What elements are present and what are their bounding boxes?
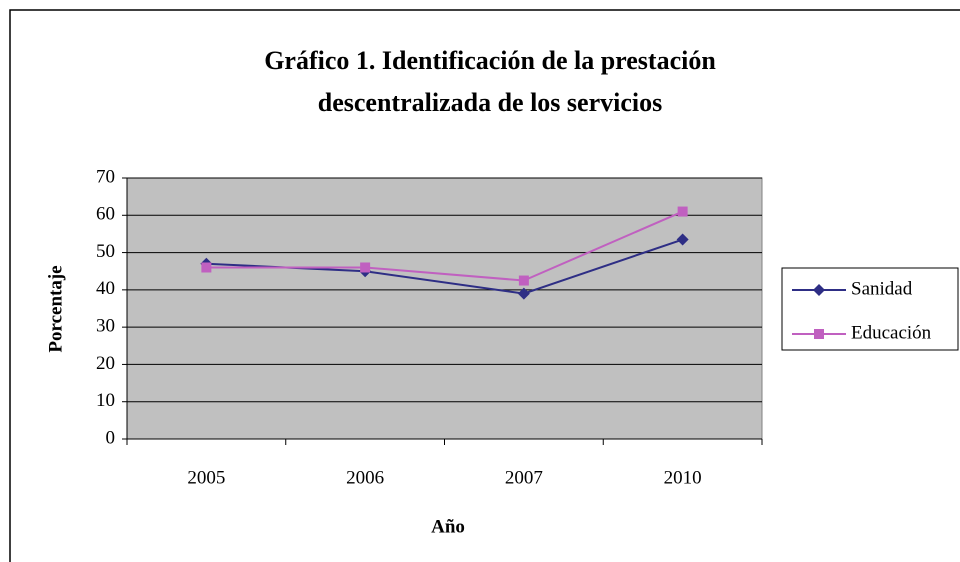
plot-area <box>126 177 763 440</box>
y-tick-label: 60 <box>96 204 115 225</box>
data-point <box>676 233 689 246</box>
legend-box <box>781 267 959 351</box>
legend-marker <box>813 284 825 296</box>
x-tick-label: 2006 <box>346 467 384 488</box>
y-tick-label: 50 <box>96 241 115 262</box>
legend-label: Sanidad <box>851 278 913 299</box>
legend-marker <box>814 329 824 339</box>
x-axis-label: Año <box>431 516 465 537</box>
series-line <box>206 210 684 282</box>
y-tick-label: 40 <box>96 278 115 299</box>
data-point <box>360 262 371 273</box>
data-point <box>517 287 530 300</box>
y-tick-label: 0 <box>106 427 116 448</box>
legend-label: Educación <box>851 322 932 343</box>
y-tick-label: 70 <box>96 166 115 187</box>
y-axis-label: Porcentaje <box>45 265 66 352</box>
data-point <box>201 262 212 273</box>
y-tick-label: 20 <box>96 353 115 374</box>
chart-border <box>9 9 960 562</box>
data-point <box>518 275 529 286</box>
x-tick-label: 2007 <box>505 467 543 488</box>
chart-title: Gráfico 1. Identificación de la prestaci… <box>264 46 716 117</box>
x-tick-label: 2010 <box>664 467 702 488</box>
y-tick-label: 10 <box>96 390 115 411</box>
y-tick-label: 30 <box>96 316 115 337</box>
data-point <box>677 206 688 217</box>
x-tick-label: 2005 <box>187 467 225 488</box>
